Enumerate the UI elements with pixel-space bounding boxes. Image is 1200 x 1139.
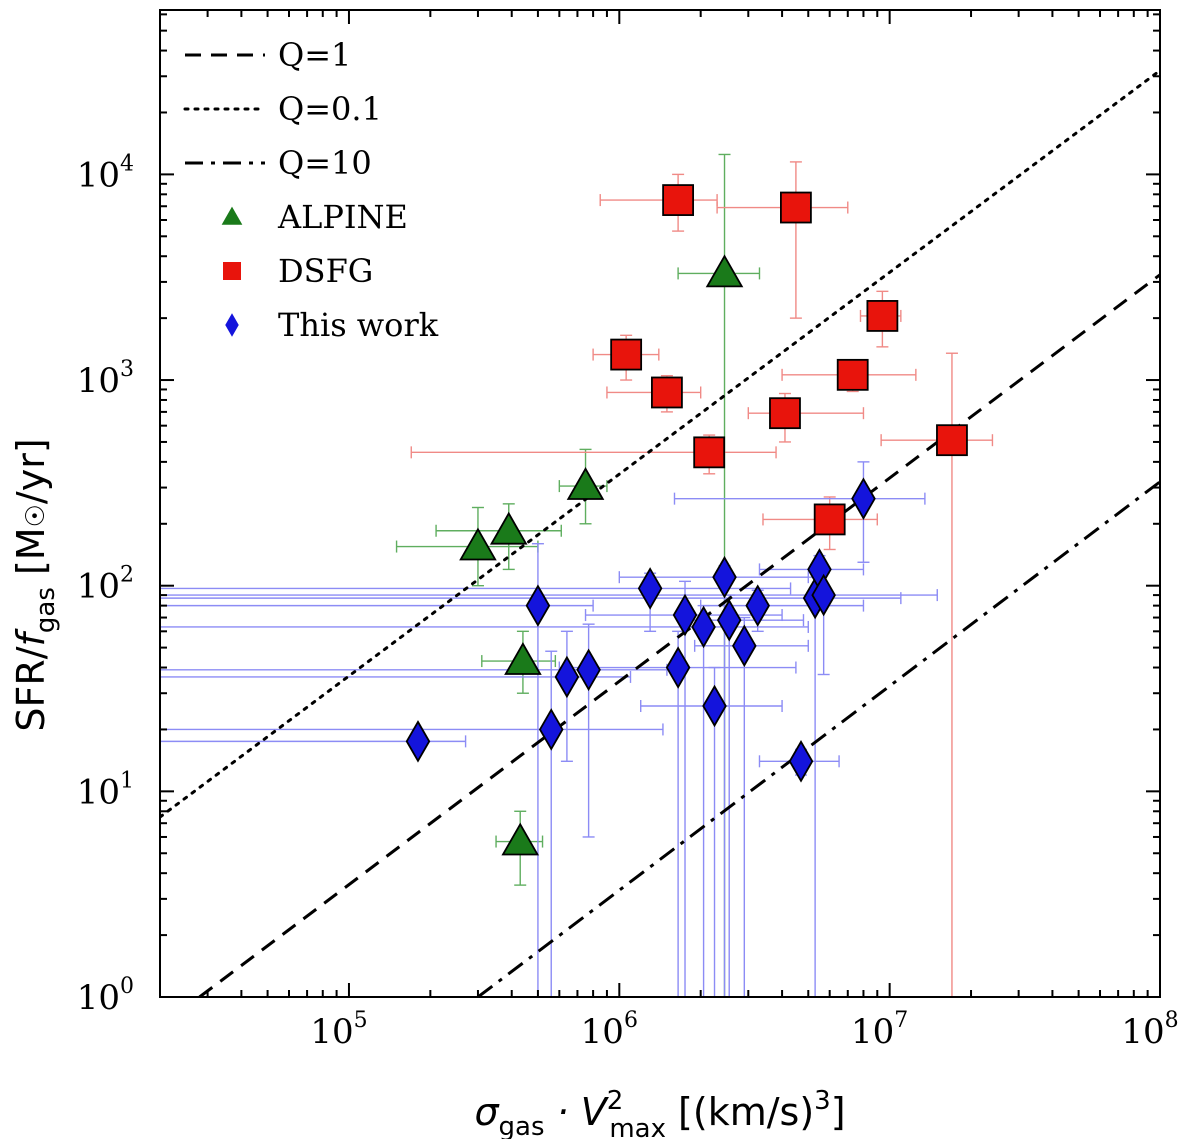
x-tick-label: 106 (581, 1008, 638, 1052)
axis-ticks: 105 106 107 108 100 101 102 103 104 (77, 10, 1179, 1052)
point-diamond-2 (538, 708, 564, 751)
legend-label: Q=10 (278, 144, 372, 182)
error-bar-diamond-12 (693, 616, 809, 997)
point-square-2 (866, 300, 899, 332)
legend-item-DSFG: DSFG (223, 252, 373, 290)
point-diamond-14 (788, 739, 814, 783)
legend-item-This work: This work (225, 306, 439, 344)
point-diamond-10 (712, 555, 737, 599)
legend-label: DSFG (278, 252, 373, 290)
point-square-1 (780, 191, 812, 224)
x-tick-label: 107 (851, 1008, 908, 1052)
legend-label: This work (278, 306, 439, 344)
point-diamond-5 (637, 567, 663, 610)
y-tick-label: 103 (77, 357, 134, 401)
point-square-0 (662, 184, 695, 216)
point-triangle-0 (459, 527, 497, 561)
data-markers (405, 184, 968, 856)
legend-label: Q=0.1 (278, 90, 382, 128)
legend-item-Q=10: Q=10 (185, 144, 372, 182)
line-Q=10 (477, 480, 1160, 997)
legend: Q=1 Q=0.1 Q=10 ALPINE DSFG This work (183, 36, 439, 344)
point-triangle-5 (501, 822, 540, 856)
point-triangle-3 (705, 254, 744, 288)
point-diamond-9 (702, 684, 727, 728)
point-diamond-4 (576, 648, 601, 692)
point-diamond-7 (672, 593, 698, 637)
plot-frame (159, 9, 1161, 998)
error-bar-square-1 (716, 161, 849, 319)
x-tick-label: 105 (310, 1008, 367, 1052)
error-bar-square-0 (599, 173, 718, 232)
point-diamond-3 (554, 655, 580, 699)
point-diamond-1 (525, 584, 551, 627)
point-square-3 (610, 338, 643, 371)
point-triangle-4 (504, 642, 542, 675)
point-square-6 (769, 397, 801, 430)
point-triangle-1 (489, 511, 528, 545)
error-bar-diamond-18 (673, 461, 926, 563)
point-diamond-6 (665, 646, 691, 689)
error-bar-diamond-8 (160, 604, 809, 997)
y-tick-label: 101 (77, 768, 134, 812)
point-triangle-2 (566, 467, 605, 500)
point-square-8 (936, 424, 968, 457)
point-diamond-18 (851, 477, 876, 520)
point-diamond-17 (811, 573, 836, 617)
q-lines (160, 69, 1160, 997)
point-diamond-11 (716, 598, 742, 642)
legend-label: ALPINE (277, 198, 408, 236)
point-diamond-0 (405, 720, 431, 763)
legend-marker-diamond (225, 313, 239, 337)
line-Q=1 (198, 273, 1160, 997)
legend-marker-square (223, 262, 241, 280)
legend-marker-triangle (221, 206, 243, 225)
line-Q=0.1 (160, 69, 1160, 819)
error-bar-diamond-15 (160, 576, 902, 997)
point-diamond-13 (745, 584, 770, 627)
point-square-9 (813, 503, 846, 536)
x-tick-label: 108 (1121, 1008, 1178, 1052)
legend-item-Q=1: Q=1 (185, 36, 351, 74)
point-diamond-8 (691, 605, 716, 649)
legend-item-ALPINE: ALPINE (221, 198, 408, 236)
y-tick-label: 100 (77, 974, 134, 1018)
error-bar-diamond-2 (160, 650, 664, 997)
x-axis-title: σgas · V2 max [(km/s)3] (474, 1086, 845, 1139)
legend-label: Q=1 (278, 36, 351, 74)
y-axis-title: SFR/fgas [M☉/yr] (9, 438, 61, 731)
point-diamond-12 (732, 624, 757, 668)
error-bar-square-6 (747, 392, 865, 443)
legend-item-Q=0.1: Q=0.1 (183, 90, 382, 128)
y-tick-label: 102 (77, 563, 134, 607)
point-square-5 (836, 358, 869, 391)
y-tick-label: 104 (77, 151, 134, 195)
point-square-4 (651, 376, 683, 409)
point-square-7 (693, 436, 726, 469)
